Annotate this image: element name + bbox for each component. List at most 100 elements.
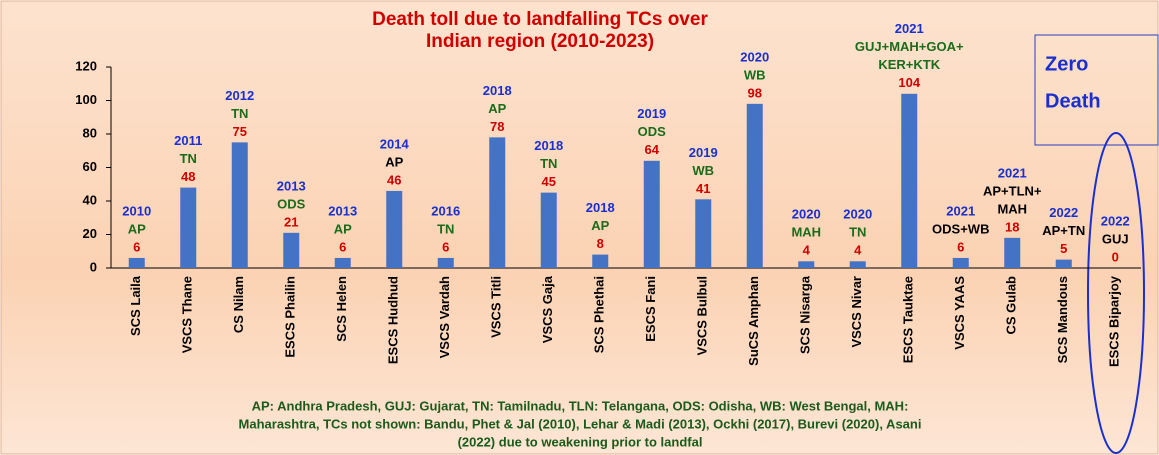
value-label: 5: [1060, 241, 1067, 256]
state-label: AP: [591, 218, 609, 233]
value-label: 104: [898, 75, 920, 90]
state-label: TN: [437, 221, 454, 236]
y-tick-label: 80: [83, 125, 97, 140]
x-tick-label: VSCS Titli: [489, 276, 504, 338]
value-label: 8: [597, 236, 604, 251]
y-tick-label: 0: [90, 259, 97, 274]
value-label: 6: [339, 239, 346, 254]
bar: [231, 142, 248, 268]
year-label: 2020: [792, 207, 821, 222]
year-label: 2021: [895, 21, 924, 36]
year-label: 2022: [1101, 213, 1130, 228]
x-tick-label: SCS Laila: [128, 275, 143, 336]
bar: [746, 103, 763, 268]
annotation-box: [1034, 34, 1159, 146]
value-label: 6: [957, 239, 964, 254]
year-label: 2019: [637, 106, 666, 121]
value-label: 21: [284, 214, 298, 229]
x-tick-label: SCS Nisarga: [798, 275, 813, 354]
y-tick-label: 100: [75, 92, 97, 107]
footnote: Maharashtra, TCs not shown: Bandu, Phet …: [239, 416, 922, 431]
x-tick-label: SCS Mandous: [1055, 276, 1070, 363]
year-label: 2010: [122, 203, 151, 218]
value-label: 48: [181, 169, 195, 184]
state-label: MAH: [791, 225, 821, 240]
bar: [695, 199, 712, 268]
state-label: MAH: [997, 201, 1027, 216]
value-label: 46: [387, 172, 401, 187]
year-label: 2021: [946, 203, 975, 218]
state-label: TN: [540, 156, 557, 171]
state-label: AP: [385, 154, 403, 169]
bar: [592, 254, 609, 268]
state-label: TN: [180, 151, 197, 166]
bar: [849, 261, 866, 268]
x-tick-label: VSCS Bulbul: [695, 276, 710, 355]
x-tick-label: CS Nilam: [231, 276, 246, 333]
x-tick-label: SuCS Amphan: [746, 276, 761, 366]
bar: [437, 257, 454, 268]
footnote: AP: Andhra Pradesh, GUJ: Gujarat, TN: Ta…: [252, 398, 909, 413]
value-label: 18: [1005, 219, 1019, 234]
bar: [643, 160, 660, 268]
state-label: TN: [231, 106, 248, 121]
year-label: 2022: [1049, 205, 1078, 220]
state-label: AP: [488, 101, 506, 116]
value-label: 0: [1112, 249, 1119, 264]
x-tick-label: VSCS Gaja: [540, 275, 555, 343]
state-label: WB: [692, 163, 714, 178]
y-tick-label: 60: [83, 159, 97, 174]
value-label: 98: [748, 85, 762, 100]
year-label: 2018: [483, 83, 512, 98]
y-tick-label: 40: [83, 192, 97, 207]
state-label: AP: [334, 221, 352, 236]
bar: [180, 187, 197, 268]
year-label: 2019: [689, 145, 718, 160]
footnote: (2022) due to weakening prior to landfal: [458, 434, 703, 449]
value-label: 4: [854, 243, 862, 258]
value-label: 6: [442, 239, 449, 254]
state-label: AP+TN: [1042, 223, 1085, 238]
bar: [952, 257, 969, 268]
chart-title: Death toll due to landfalling TCs over: [372, 9, 708, 30]
year-label: 2014: [380, 136, 410, 151]
x-tick-label: VSCS Vardah: [437, 276, 452, 358]
x-tick-label: ESCS Tauktae: [901, 276, 916, 363]
value-label: 4: [803, 243, 811, 258]
x-tick-label: ESCS Fani: [643, 276, 658, 342]
x-tick-label: ESCS Hudhud: [386, 276, 401, 364]
bar: [128, 257, 145, 268]
bar: [798, 261, 815, 268]
year-label: 2016: [431, 203, 460, 218]
highlight-ellipse: [1087, 132, 1145, 454]
x-tick-label: ESCS Biparjoy: [1107, 275, 1122, 367]
bar: [386, 190, 403, 268]
annotation: Death: [1045, 90, 1101, 112]
year-label: 2013: [328, 203, 357, 218]
bar: [1004, 237, 1021, 268]
year-label: 2018: [534, 138, 563, 153]
year-label: 2021: [998, 165, 1027, 180]
x-tick-label: SCS Phethai: [592, 276, 607, 353]
year-label: 2020: [740, 49, 769, 64]
y-tick-label: 20: [83, 226, 97, 241]
bar: [1055, 259, 1072, 268]
y-tick-label: 120: [75, 58, 97, 73]
state-label: AP+TLN+: [983, 183, 1042, 198]
x-tick-label: ESCS Phailin: [283, 276, 298, 358]
value-label: 64: [645, 142, 660, 157]
state-label: ODS+WB: [932, 221, 989, 236]
year-label: 2011: [174, 133, 202, 148]
bar: [283, 232, 300, 268]
year-label: 2020: [843, 207, 872, 222]
state-label: TN: [849, 225, 866, 240]
state-label: ODS: [638, 124, 667, 139]
x-tick-label: VSCS YAAS: [952, 276, 967, 350]
value-label: 45: [542, 174, 556, 189]
x-tick-label: CS Gulab: [1004, 276, 1019, 335]
value-label: 75: [233, 124, 247, 139]
year-label: 2018: [586, 200, 615, 215]
state-label: KER+KTK: [878, 57, 940, 72]
state-label: GUJ+MAH+GOA+: [855, 39, 964, 54]
